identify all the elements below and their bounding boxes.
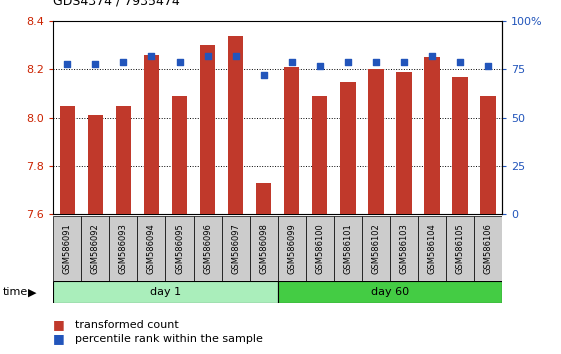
Text: GSM586104: GSM586104 bbox=[427, 223, 436, 274]
Bar bbox=[368, 69, 384, 214]
Bar bbox=[340, 81, 356, 214]
Text: day 60: day 60 bbox=[371, 287, 409, 297]
Point bbox=[91, 61, 100, 67]
Text: GSM586098: GSM586098 bbox=[259, 223, 268, 274]
Text: GSM586100: GSM586100 bbox=[315, 223, 324, 274]
Text: GSM586103: GSM586103 bbox=[399, 223, 408, 274]
Text: GSM586096: GSM586096 bbox=[203, 223, 212, 274]
Point bbox=[259, 73, 268, 78]
Bar bbox=[474, 216, 502, 281]
Point bbox=[119, 59, 128, 64]
Point bbox=[231, 53, 240, 59]
Point bbox=[399, 59, 408, 64]
Point bbox=[203, 53, 212, 59]
Bar bbox=[81, 216, 109, 281]
Point bbox=[287, 59, 296, 64]
Bar bbox=[53, 281, 278, 303]
Text: ▶: ▶ bbox=[28, 287, 36, 297]
Text: GDS4374 / 7935474: GDS4374 / 7935474 bbox=[53, 0, 180, 7]
Bar bbox=[137, 216, 165, 281]
Bar bbox=[396, 72, 412, 214]
Point bbox=[175, 59, 184, 64]
Bar bbox=[144, 55, 159, 214]
Point bbox=[427, 53, 436, 59]
Point bbox=[371, 59, 380, 64]
Bar bbox=[165, 216, 194, 281]
Bar bbox=[109, 216, 137, 281]
Bar bbox=[480, 96, 496, 214]
Point bbox=[147, 53, 156, 59]
Bar bbox=[306, 216, 334, 281]
Text: ■: ■ bbox=[53, 318, 65, 331]
Text: GSM586101: GSM586101 bbox=[343, 223, 352, 274]
Text: transformed count: transformed count bbox=[75, 320, 178, 330]
Bar bbox=[250, 216, 278, 281]
Text: GSM586105: GSM586105 bbox=[456, 223, 465, 274]
Bar bbox=[278, 281, 502, 303]
Text: GSM586092: GSM586092 bbox=[91, 223, 100, 274]
Bar bbox=[452, 77, 468, 214]
Bar bbox=[446, 216, 474, 281]
Bar bbox=[278, 216, 306, 281]
Bar bbox=[424, 57, 440, 214]
Bar bbox=[172, 96, 187, 214]
Bar bbox=[222, 216, 250, 281]
Text: GSM586091: GSM586091 bbox=[63, 223, 72, 274]
Text: GSM586099: GSM586099 bbox=[287, 223, 296, 274]
Bar bbox=[194, 216, 222, 281]
Text: day 1: day 1 bbox=[150, 287, 181, 297]
Bar bbox=[88, 115, 103, 214]
Text: GSM586102: GSM586102 bbox=[371, 223, 380, 274]
Bar bbox=[256, 183, 272, 214]
Bar bbox=[200, 45, 215, 214]
Point bbox=[343, 59, 352, 64]
Bar bbox=[53, 216, 81, 281]
Point bbox=[63, 61, 72, 67]
Text: GSM586093: GSM586093 bbox=[119, 223, 128, 274]
Text: time: time bbox=[3, 287, 28, 297]
Text: GSM586095: GSM586095 bbox=[175, 223, 184, 274]
Text: ■: ■ bbox=[53, 332, 65, 345]
Text: GSM586097: GSM586097 bbox=[231, 223, 240, 274]
Point bbox=[315, 63, 324, 68]
Bar bbox=[228, 36, 243, 214]
Bar bbox=[334, 216, 362, 281]
Bar bbox=[59, 105, 75, 214]
Text: GSM586094: GSM586094 bbox=[147, 223, 156, 274]
Bar bbox=[418, 216, 446, 281]
Point bbox=[456, 59, 465, 64]
Bar bbox=[362, 216, 390, 281]
Bar bbox=[284, 67, 300, 214]
Point bbox=[484, 63, 493, 68]
Bar bbox=[116, 105, 131, 214]
Bar bbox=[312, 96, 328, 214]
Bar bbox=[390, 216, 418, 281]
Text: GSM586106: GSM586106 bbox=[484, 223, 493, 274]
Text: percentile rank within the sample: percentile rank within the sample bbox=[75, 334, 263, 344]
